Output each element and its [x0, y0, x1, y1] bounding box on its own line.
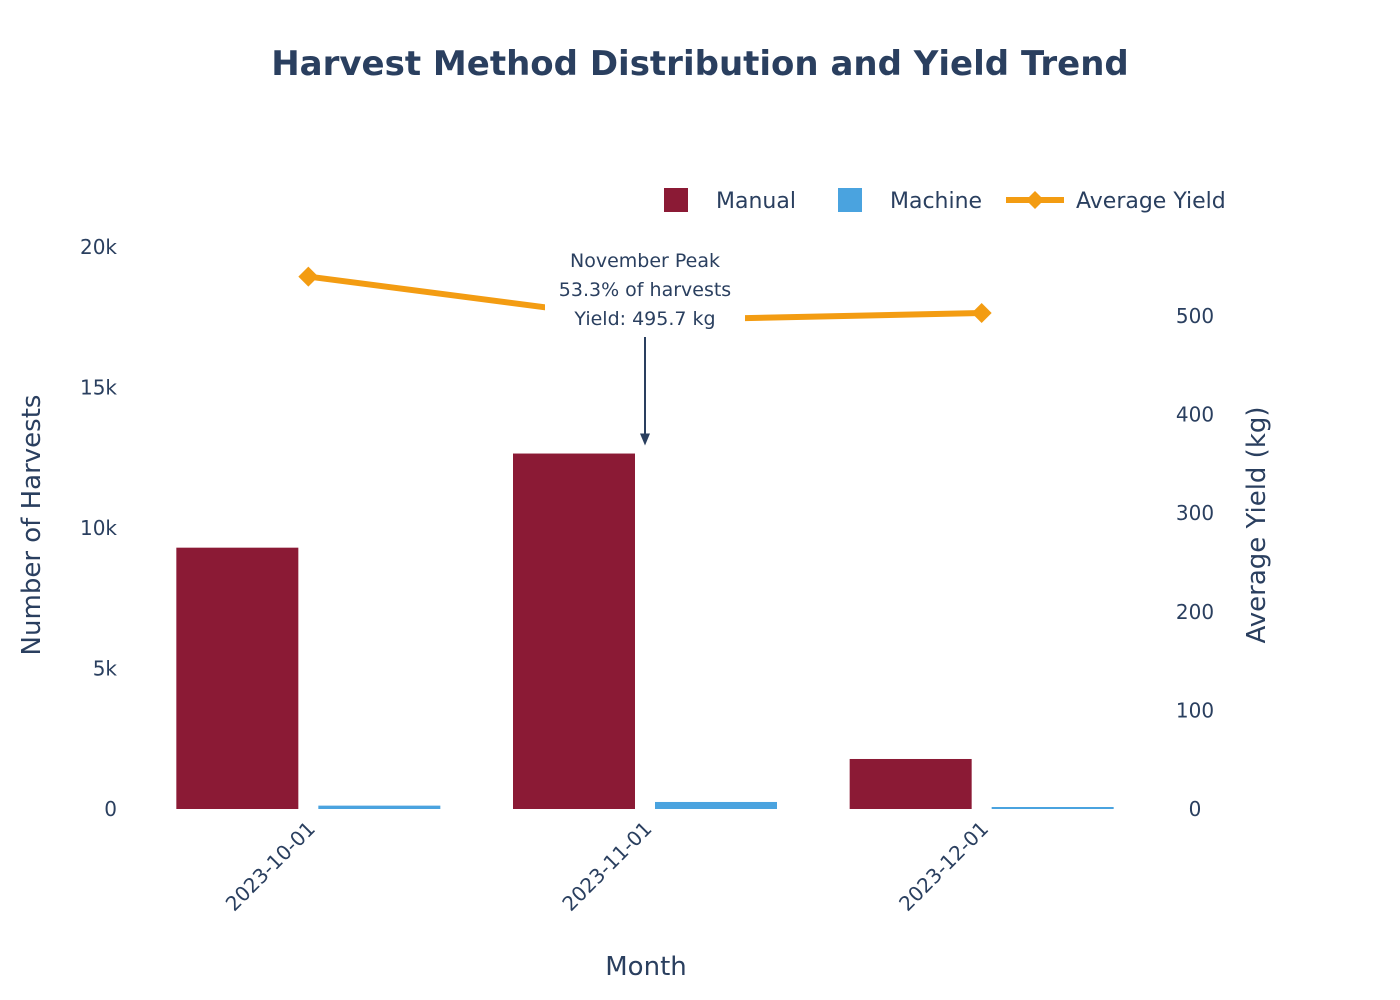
y2-tick-label: 500	[1176, 304, 1214, 328]
legend-label[interactable]: Manual	[716, 189, 796, 214]
legend[interactable]: Manual Machine Average Yield	[664, 188, 1226, 214]
y2-tick-label: 100	[1176, 698, 1214, 722]
y-tick-label: 0	[104, 797, 117, 821]
chart-title: Harvest Method Distribution and Yield Tr…	[271, 44, 1129, 84]
y2-tick-label: 200	[1176, 600, 1214, 624]
x-tick-label: 2023-10-01	[221, 817, 320, 916]
bar-machine[interactable]	[655, 801, 777, 809]
y-tick-label: 20k	[80, 235, 117, 259]
plot-area: 0 5k 10k 15k 20k 0 100 200 300 400 500 2023-10-01 20…	[80, 235, 1214, 916]
y2-tick-label: 400	[1176, 403, 1214, 427]
bar-machine[interactable]	[991, 807, 1114, 809]
annotation-arrowhead	[640, 433, 650, 446]
legend-swatch-manual[interactable]	[664, 188, 688, 212]
y-tick-label: 10k	[80, 516, 117, 540]
x-tick-label: 2023-12-01	[894, 817, 993, 916]
y-axis-title: Number of Harvests	[17, 395, 47, 656]
annotation-text: November Peak	[570, 250, 720, 272]
legend-label[interactable]: Machine	[890, 189, 982, 214]
bar-manual[interactable]	[176, 547, 299, 809]
annotation-text: Yield: 495.7 kg	[573, 308, 715, 330]
y2-tick-label: 300	[1176, 501, 1214, 525]
y2-tick-label: 0	[1189, 797, 1202, 821]
bar-machine[interactable]	[318, 805, 441, 809]
bar-manual[interactable]	[849, 758, 972, 809]
legend-label[interactable]: Average Yield	[1076, 189, 1226, 214]
annotation-text: 53.3% of harvests	[559, 279, 731, 301]
bar-manual[interactable]	[513, 453, 635, 809]
x-axis-title: Month	[605, 952, 687, 982]
y-tick-label: 15k	[80, 376, 117, 400]
legend-marker[interactable]	[1026, 191, 1044, 209]
average-yield-marker[interactable]	[298, 266, 319, 287]
average-yield-marker[interactable]	[971, 303, 992, 324]
y-tick-label: 5k	[93, 657, 118, 681]
legend-swatch-machine[interactable]	[838, 188, 862, 212]
y2-axis-title: Average Yield (kg)	[1242, 406, 1272, 643]
x-tick-label: 2023-11-01	[557, 817, 656, 916]
annotation-background	[545, 245, 745, 333]
